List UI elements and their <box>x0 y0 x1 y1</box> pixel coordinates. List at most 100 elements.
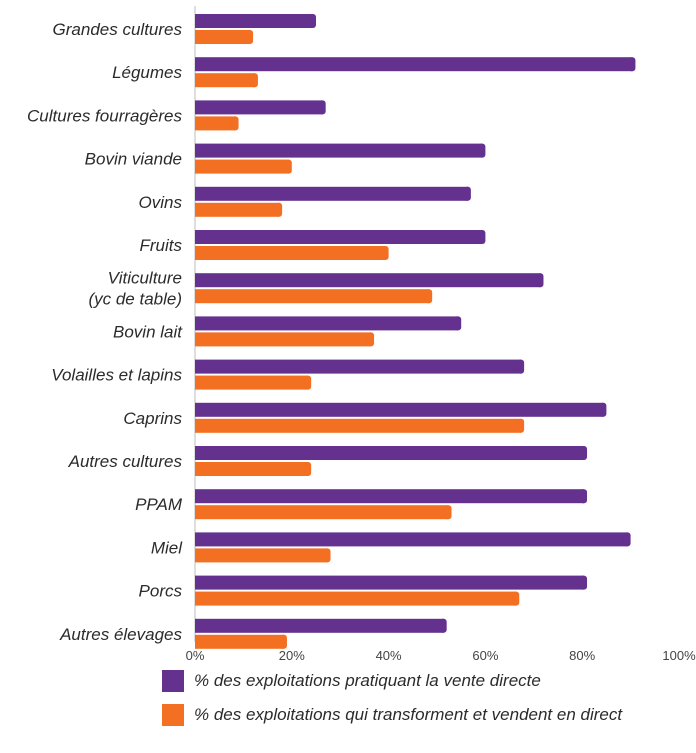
bar-tip-transforment-12 <box>323 548 331 563</box>
bar-transforment-0 <box>195 30 251 44</box>
bar-vente-directe-1 <box>195 57 633 72</box>
category-label-line: Viticulture <box>108 269 182 288</box>
category-label-line: Porcs <box>139 582 183 601</box>
bar-tip-vente-directe-6 <box>536 273 544 288</box>
category-label-line: Cultures fourragères <box>27 106 182 125</box>
category-label-line: Caprins <box>123 409 182 428</box>
bar-vente-directe-12 <box>195 532 628 547</box>
bar-tip-vente-directe-4 <box>463 186 471 201</box>
category-label-line: PPAM <box>135 495 183 514</box>
category-label-line: Miel <box>151 538 183 557</box>
bar-tip-vente-directe-2 <box>318 100 326 115</box>
category-label-line: Bovin viande <box>85 150 182 169</box>
bar-tip-transforment-8 <box>304 375 312 390</box>
bar-tip-transforment-13 <box>512 591 520 606</box>
bar-vente-directe-8 <box>195 359 522 374</box>
bar-tip-transforment-14 <box>279 634 287 649</box>
bar-vente-directe-6 <box>195 273 541 288</box>
bar-tip-vente-directe-9 <box>599 402 607 417</box>
bar-tip-vente-directe-1 <box>628 57 636 72</box>
bar-tip-transforment-7 <box>367 332 375 347</box>
category-label-8: Volailles et lapins <box>51 366 182 385</box>
legend-item-vente-directe: % des exploitations pratiquant la vente … <box>162 670 541 692</box>
x-tick-label-5: 100% <box>662 648 696 663</box>
category-label-line: (yc de table) <box>88 290 182 309</box>
bar-transforment-2 <box>195 116 236 131</box>
legend-item-transforment: % des exploitations qui transforment et … <box>162 704 622 726</box>
bar-vente-directe-7 <box>195 316 459 331</box>
category-label-0: Grandes cultures <box>53 20 183 39</box>
bar-tip-vente-directe-14 <box>439 618 447 633</box>
category-label-10: Autres cultures <box>68 452 183 471</box>
category-label-11: PPAM <box>135 495 183 514</box>
bar-tip-vente-directe-7 <box>454 316 462 331</box>
bar-tip-transforment-9 <box>517 418 525 433</box>
category-label-line: Fruits <box>140 236 183 255</box>
bar-tip-transforment-3 <box>284 159 292 174</box>
x-tick-label-2: 40% <box>376 648 402 663</box>
bar-transforment-8 <box>195 375 309 390</box>
category-label-6: Viticulture (yc de table) <box>88 269 182 309</box>
bar-tip-vente-directe-13 <box>580 575 588 590</box>
category-label-line: Autres cultures <box>68 452 183 471</box>
bar-vente-directe-4 <box>195 186 468 201</box>
bar-vente-directe-13 <box>195 575 585 590</box>
category-label-7: Bovin lait <box>113 322 183 341</box>
bar-tip-vente-directe-8 <box>517 359 525 374</box>
bar-transforment-10 <box>195 462 309 476</box>
bar-transforment-4 <box>195 202 280 217</box>
category-label-14: Autres élevages <box>59 625 182 644</box>
x-tick-label-4: 80% <box>569 648 595 663</box>
bar-tip-transforment-5 <box>381 246 389 260</box>
bar-vente-directe-2 <box>195 100 323 115</box>
bar-tip-vente-directe-3 <box>478 143 486 158</box>
bar-vente-directe-3 <box>195 143 483 158</box>
bar-tip-vente-directe-10 <box>580 446 588 460</box>
category-label-3: Bovin viande <box>85 150 182 169</box>
category-label-line: Ovins <box>139 193 183 212</box>
legend-swatch-transforment <box>162 704 184 726</box>
bar-tip-transforment-1 <box>250 73 258 88</box>
bar-tip-transforment-4 <box>275 202 283 217</box>
bar-transforment-5 <box>195 246 386 260</box>
bar-transforment-7 <box>195 332 372 347</box>
category-label-13: Porcs <box>139 582 183 601</box>
category-label-9: Caprins <box>123 409 182 428</box>
bar-transforment-3 <box>195 159 289 174</box>
category-label-12: Miel <box>151 538 183 557</box>
bar-transforment-13 <box>195 591 517 606</box>
category-label-line: Autres élevages <box>59 625 182 644</box>
bar-vente-directe-0 <box>195 14 313 28</box>
bar-vente-directe-5 <box>195 230 483 244</box>
bar-vente-directe-14 <box>195 618 444 633</box>
bar-transforment-14 <box>195 634 284 649</box>
bar-tip-transforment-2 <box>231 116 239 131</box>
legend-label-transforment: % des exploitations qui transforment et … <box>194 705 623 724</box>
bar-tip-vente-directe-0 <box>309 14 316 28</box>
x-tick-label-3: 60% <box>472 648 498 663</box>
x-tick-label-1: 20% <box>279 648 305 663</box>
bar-vente-directe-10 <box>195 446 585 460</box>
x-tick-label-0: 0% <box>186 648 205 663</box>
legend-label-vente-directe: % des exploitations pratiquant la vente … <box>194 671 541 690</box>
bar-transforment-9 <box>195 418 522 433</box>
bar-tip-transforment-6 <box>425 289 433 304</box>
bar-vente-directe-11 <box>195 489 585 504</box>
category-label-line: Légumes <box>112 63 182 82</box>
category-label-line: Grandes cultures <box>53 20 183 39</box>
bar-transforment-11 <box>195 505 449 520</box>
category-label-line: Volailles et lapins <box>51 366 182 385</box>
category-label-line: Bovin lait <box>113 322 183 341</box>
bar-tip-vente-directe-11 <box>580 489 588 504</box>
bar-tip-transforment-0 <box>246 30 254 44</box>
category-label-4: Ovins <box>139 193 183 212</box>
bar-tip-vente-directe-12 <box>623 532 631 547</box>
bar-transforment-12 <box>195 548 328 563</box>
legend-swatch-vente-directe <box>162 670 184 692</box>
bar-vente-directe-9 <box>195 402 604 417</box>
category-label-2: Cultures fourragères <box>27 106 182 125</box>
bar-transforment-1 <box>195 73 255 88</box>
category-label-1: Légumes <box>112 63 182 82</box>
bar-tip-transforment-10 <box>304 462 312 476</box>
